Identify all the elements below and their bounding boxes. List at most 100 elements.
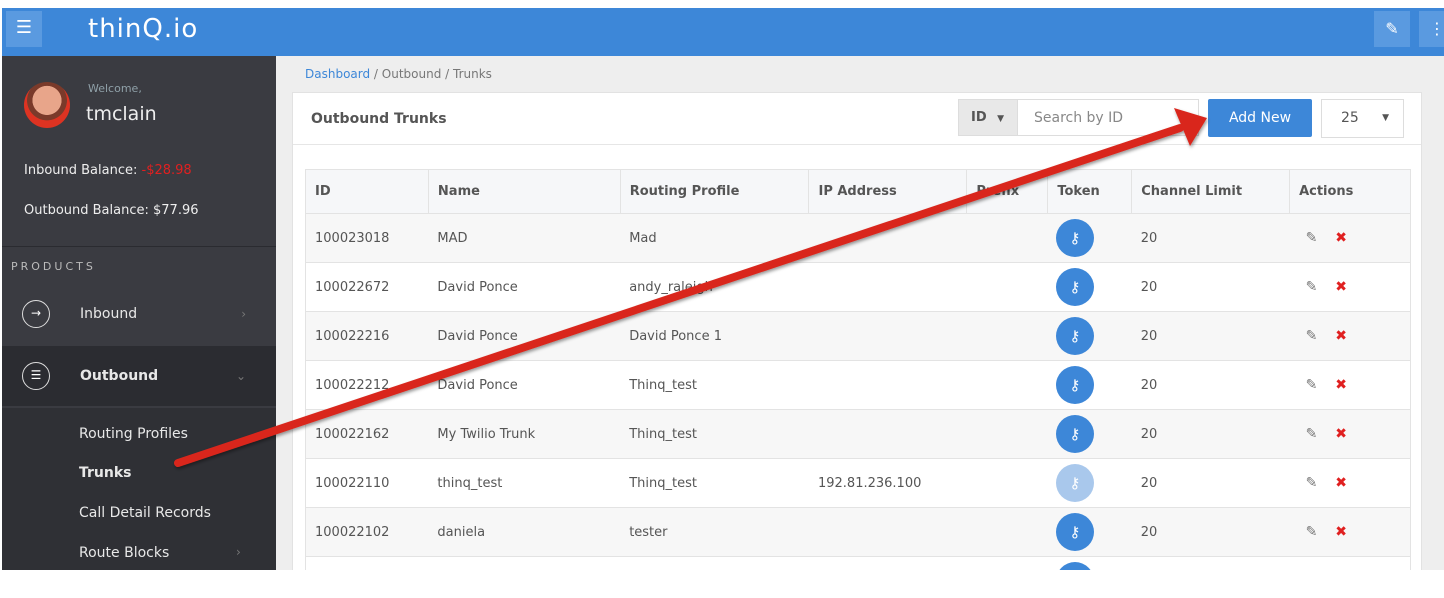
cell-routing-profile <box>620 556 809 570</box>
column-header[interactable]: Prefix <box>966 169 1049 214</box>
column-header[interactable]: Actions <box>1289 169 1411 214</box>
delete-x-icon[interactable]: ✖ <box>1335 377 1348 393</box>
welcome-label: Welcome, <box>88 82 142 95</box>
key-icon[interactable]: ⚷ <box>1055 562 1094 570</box>
chevron-right-icon: › <box>241 307 246 321</box>
pencil-icon[interactable]: ✎ <box>1305 524 1318 540</box>
outbound-balance: Outbound Balance: $77.96 <box>24 203 199 218</box>
more-vertical-icon[interactable]: ⋮ <box>1419 11 1444 47</box>
cell-token: ⚷ <box>1047 409 1132 459</box>
pencil-icon[interactable]: ✎ <box>1305 475 1318 491</box>
cell-prefix <box>966 360 1048 410</box>
submenu-trunks[interactable]: Trunks <box>79 465 132 481</box>
delete-x-icon[interactable]: ✖ <box>1335 426 1348 442</box>
trunks-table: ID Name Routing Profile IP Address Prefix Tok… <box>305 169 1411 570</box>
cell-name <box>428 556 621 570</box>
pencil-icon[interactable]: ✎ <box>1305 279 1318 295</box>
column-header[interactable]: Name <box>427 169 621 214</box>
inbound-balance-value: -$28.98 <box>141 163 192 178</box>
cell-token: ⚷ <box>1047 213 1132 263</box>
search-field-select[interactable]: ID ▼ <box>958 99 1018 136</box>
delete-x-icon[interactable]: ✖ <box>1335 279 1348 295</box>
hamburger-menu-icon[interactable]: ☰ <box>6 11 42 47</box>
delete-x-icon[interactable]: ✖ <box>1335 475 1348 491</box>
cell-prefix <box>966 262 1048 312</box>
cell-token: ⚷ <box>1047 311 1132 361</box>
section-label: PRODUCTS <box>11 260 96 273</box>
submenu-call-detail-records[interactable]: Call Detail Records <box>79 505 211 521</box>
cell-channel-limit: 20 <box>1131 213 1290 263</box>
cell-actions: ✎ ✖ <box>1289 507 1411 557</box>
avatar <box>24 82 70 128</box>
add-new-button[interactable]: Add New <box>1208 99 1312 137</box>
submenu-route-blocks[interactable]: Route Blocks <box>79 545 170 561</box>
breadcrumb-dashboard[interactable]: Dashboard <box>305 67 371 81</box>
cell-prefix <box>966 311 1048 361</box>
delete-x-icon[interactable]: ✖ <box>1335 328 1348 344</box>
chevron-right-icon: › <box>236 545 241 559</box>
cell-token: ⚷ <box>1047 262 1132 312</box>
pencil-icon[interactable]: ✎ <box>1305 230 1318 246</box>
cell-channel-limit: 20 <box>1131 507 1290 557</box>
table-row: 100022102 daniela tester ⚷ 20 ✎ ✖ <box>305 507 1411 557</box>
cell-ip-address <box>808 213 967 263</box>
sliders-icon: ☰ <box>22 362 50 390</box>
key-icon[interactable]: ⚷ <box>1055 317 1094 355</box>
per-page-value: 25 <box>1341 110 1359 126</box>
key-icon[interactable]: ⚷ <box>1055 366 1094 404</box>
pencil-icon[interactable]: ✎ <box>1305 426 1318 442</box>
cell-channel-limit: 20 <box>1131 409 1290 459</box>
cell-routing-profile: Thinq_test <box>620 409 809 459</box>
column-header[interactable]: Channel Limit <box>1131 169 1291 214</box>
key-icon[interactable]: ⚷ <box>1055 415 1094 453</box>
caret-down-icon: ▼ <box>1382 113 1389 123</box>
inbound-balance: Inbound Balance: -$28.98 <box>24 163 192 178</box>
cell-prefix <box>966 409 1048 459</box>
cell-ip-address <box>808 556 967 570</box>
cell-routing-profile: tester <box>620 507 809 557</box>
sidebar-item-outbound[interactable]: ☰ Outbound ⌄ <box>2 346 276 406</box>
cell-token: ⚷ <box>1047 458 1132 508</box>
delete-x-icon[interactable]: ✖ <box>1335 230 1348 246</box>
cell-prefix <box>966 556 1048 570</box>
cell-name: MAD <box>428 213 621 263</box>
ticket-icon[interactable]: ✎ <box>1374 11 1410 47</box>
cell-actions: ✎ ✖ <box>1289 458 1411 508</box>
cell-token: ⚷ <box>1047 507 1132 557</box>
page-title: Outbound Trunks <box>311 111 447 127</box>
key-icon[interactable]: ⚷ <box>1055 268 1094 306</box>
cell-actions: ✎ ✖ <box>1289 311 1411 361</box>
cell-channel-limit: 20 <box>1131 458 1290 508</box>
cell-id: 100022102 <box>305 507 429 557</box>
caret-down-icon: ▼ <box>997 114 1005 124</box>
cell-channel-limit: 20 <box>1131 360 1290 410</box>
cell-ip-address <box>808 262 967 312</box>
cell-name: daniela <box>428 507 621 557</box>
column-header[interactable]: Routing Profile <box>619 169 810 214</box>
search-input[interactable] <box>1017 99 1199 136</box>
cell-actions: ✎ ✖ <box>1289 360 1411 410</box>
cell-routing-profile: andy_raleigh <box>620 262 809 312</box>
delete-x-icon[interactable]: ✖ <box>1335 524 1348 540</box>
key-icon[interactable]: ⚷ <box>1055 513 1094 551</box>
divider <box>2 246 276 247</box>
outbound-balance-label: Outbound Balance: <box>24 203 149 218</box>
inbound-icon: → <box>22 300 50 328</box>
per-page-select[interactable]: 25 ▼ <box>1321 99 1404 138</box>
table-row: ⚷ <box>305 556 1411 570</box>
cell-actions: ✎ ✖ <box>1289 409 1411 459</box>
table-row: 100022672 David Ponce andy_raleigh ⚷ 20 ✎ ✖ <box>305 262 1411 312</box>
sidebar-item-inbound[interactable]: → Inbound › <box>2 284 276 344</box>
app-window: ☰ thinQ.io ✎ ⋮ Welcome, tmclain Inbound … <box>2 8 1444 570</box>
cell-name: David Ponce <box>428 262 621 312</box>
key-icon[interactable]: ⚷ <box>1055 219 1094 257</box>
key-icon[interactable]: ⚷ <box>1055 464 1094 502</box>
submenu-routing-profiles[interactable]: Routing Profiles <box>79 426 188 442</box>
cell-token: ⚷ <box>1047 556 1132 570</box>
pencil-icon[interactable]: ✎ <box>1305 328 1318 344</box>
column-header[interactable]: Token <box>1047 169 1133 214</box>
column-header[interactable]: IP Address <box>808 169 968 214</box>
pencil-icon[interactable]: ✎ <box>1305 377 1318 393</box>
column-header[interactable]: ID <box>305 169 429 214</box>
cell-ip-address <box>808 360 967 410</box>
